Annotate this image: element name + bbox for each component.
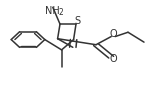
Text: NH: NH	[45, 6, 60, 16]
Text: O: O	[110, 54, 117, 64]
Text: O: O	[110, 29, 117, 39]
Text: 2: 2	[59, 8, 64, 17]
Text: S: S	[74, 16, 80, 26]
